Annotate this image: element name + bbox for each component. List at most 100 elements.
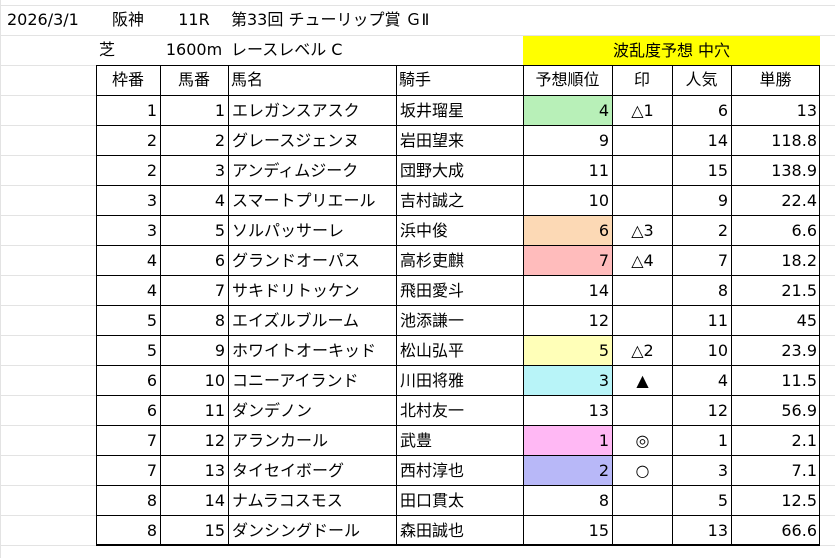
popularity-cell[interactable]: 13: [707, 521, 728, 540]
popularity-cell[interactable]: 3: [717, 461, 728, 480]
horse-name-cell[interactable]: スマートプリエール: [232, 191, 376, 210]
jockey-cell[interactable]: 坂井瑠星: [400, 101, 465, 120]
horse-number-cell[interactable]: 14: [204, 491, 225, 510]
predicted-rank-cell[interactable]: 6: [524, 216, 612, 245]
predicted-rank-cell[interactable]: 2: [524, 456, 612, 485]
frame-number-cell[interactable]: 2: [146, 161, 157, 180]
jockey-cell[interactable]: 高杉吏麒: [400, 251, 465, 270]
horse-number-cell[interactable]: 9: [214, 341, 225, 360]
popularity-cell[interactable]: 10: [707, 341, 728, 360]
win-odds-cell[interactable]: 23.9: [781, 341, 817, 360]
jockey-cell[interactable]: 松山弘平: [400, 341, 465, 360]
mark-cell[interactable]: [613, 516, 672, 545]
horse-name-cell[interactable]: ダンシングドール: [232, 521, 361, 540]
predicted-rank-cell[interactable]: 15: [588, 521, 609, 540]
horse-name-cell[interactable]: ホワイトオーキッド: [232, 341, 377, 360]
frame-number-cell[interactable]: 5: [146, 341, 157, 360]
predicted-rank-cell[interactable]: 3: [524, 366, 612, 395]
frame-number-cell[interactable]: 7: [146, 461, 157, 480]
mark-cell[interactable]: △4: [631, 251, 654, 270]
race-date[interactable]: 2026/3/1: [7, 10, 79, 29]
mark-cell[interactable]: △1: [631, 101, 654, 120]
mark-cell[interactable]: [613, 156, 672, 185]
win-odds-cell[interactable]: 118.8: [771, 131, 817, 150]
mark-cell[interactable]: [613, 396, 672, 425]
predicted-rank-cell[interactable]: 14: [588, 281, 609, 300]
frame-number-cell[interactable]: 6: [146, 401, 157, 420]
popularity-cell[interactable]: 6: [717, 101, 728, 120]
horse-name-cell[interactable]: ソルパッサーレ: [232, 221, 345, 240]
frame-number-cell[interactable]: 4: [146, 251, 157, 270]
jockey-cell[interactable]: 田口貫太: [400, 491, 465, 510]
jockey-cell[interactable]: 団野大成: [400, 161, 465, 180]
predicted-rank-cell[interactable]: 4: [524, 96, 612, 125]
popularity-cell[interactable]: 2: [717, 221, 728, 240]
popularity-cell[interactable]: 8: [717, 281, 728, 300]
frame-number-cell[interactable]: 1: [146, 101, 157, 120]
jockey-cell[interactable]: 北村友一: [400, 401, 465, 420]
horse-number-cell[interactable]: 5: [214, 221, 225, 240]
popularity-cell[interactable]: 15: [707, 161, 728, 180]
race-distance[interactable]: 1600m: [165, 40, 223, 59]
popularity-cell[interactable]: 1: [717, 431, 728, 450]
frame-number-cell[interactable]: 3: [146, 221, 157, 240]
column-header[interactable]: 騎手: [399, 70, 432, 89]
horse-number-cell[interactable]: 10: [204, 371, 225, 390]
frame-number-cell[interactable]: 8: [146, 491, 157, 510]
frame-number-cell[interactable]: 3: [146, 191, 157, 210]
popularity-cell[interactable]: 14: [707, 131, 728, 150]
win-odds-cell[interactable]: 2.1: [791, 431, 817, 450]
horse-name-cell[interactable]: グランドオーパス: [232, 251, 360, 270]
predicted-rank-cell[interactable]: 8: [598, 491, 609, 510]
horse-name-cell[interactable]: アランカール: [232, 431, 329, 450]
popularity-cell[interactable]: 4: [717, 371, 728, 390]
horse-name-cell[interactable]: ダンデノン: [232, 401, 313, 420]
column-header[interactable]: 人気: [685, 70, 718, 89]
horse-number-cell[interactable]: 4: [214, 191, 225, 210]
predicted-rank-cell[interactable]: 13: [588, 401, 609, 420]
predicted-rank-cell[interactable]: 10: [588, 191, 609, 210]
jockey-cell[interactable]: 岩田望来: [400, 131, 465, 150]
horse-number-cell[interactable]: 15: [204, 521, 225, 540]
race-number[interactable]: 11R: [178, 10, 210, 29]
jockey-cell[interactable]: 武豊: [400, 431, 433, 450]
win-odds-cell[interactable]: 13: [796, 101, 817, 120]
win-odds-cell[interactable]: 7.1: [791, 461, 817, 480]
popularity-cell[interactable]: 7: [717, 251, 728, 270]
horse-number-cell[interactable]: 6: [214, 251, 225, 270]
track-surface[interactable]: 芝: [99, 40, 116, 59]
win-odds-cell[interactable]: 56.9: [781, 401, 817, 420]
horse-number-cell[interactable]: 8: [214, 311, 225, 330]
win-odds-cell[interactable]: 45: [796, 311, 817, 330]
horse-number-cell[interactable]: 2: [214, 131, 225, 150]
horse-number-cell[interactable]: 12: [204, 431, 225, 450]
frame-number-cell[interactable]: 7: [146, 431, 157, 450]
horse-name-cell[interactable]: アンディムジーク: [232, 161, 359, 180]
race-venue[interactable]: 阪神: [111, 10, 144, 29]
race-level[interactable]: レースレベル C: [231, 40, 343, 59]
predicted-rank-cell[interactable]: 5: [524, 336, 612, 365]
horse-name-cell[interactable]: サキドリトッケン: [232, 281, 360, 300]
column-header[interactable]: 枠番: [111, 70, 144, 89]
horse-number-cell[interactable]: 7: [214, 281, 225, 300]
mark-cell[interactable]: [613, 276, 672, 305]
frame-number-cell[interactable]: 2: [146, 131, 157, 150]
horse-name-cell[interactable]: エレガンスアスク: [232, 101, 360, 120]
win-odds-cell[interactable]: 138.9: [771, 161, 817, 180]
jockey-cell[interactable]: 森田誠也: [400, 521, 465, 540]
column-header[interactable]: 予想順位: [535, 70, 600, 89]
column-header[interactable]: 単勝: [759, 70, 792, 89]
column-header[interactable]: 馬番: [177, 70, 210, 89]
frame-number-cell[interactable]: 5: [146, 311, 157, 330]
mark-cell[interactable]: △3: [631, 221, 654, 240]
jockey-cell[interactable]: 池添謙一: [400, 311, 465, 330]
mark-cell[interactable]: [613, 306, 672, 335]
popularity-cell[interactable]: 11: [707, 311, 728, 330]
jockey-cell[interactable]: 川田将雅: [400, 371, 465, 390]
horse-name-cell[interactable]: コニーアイランド: [232, 371, 359, 390]
frame-number-cell[interactable]: 6: [146, 371, 157, 390]
frame-number-cell[interactable]: 8: [146, 521, 157, 540]
horse-number-cell[interactable]: 3: [214, 161, 225, 180]
predicted-rank-cell[interactable]: 1: [524, 426, 612, 455]
popularity-cell[interactable]: 12: [707, 401, 728, 420]
